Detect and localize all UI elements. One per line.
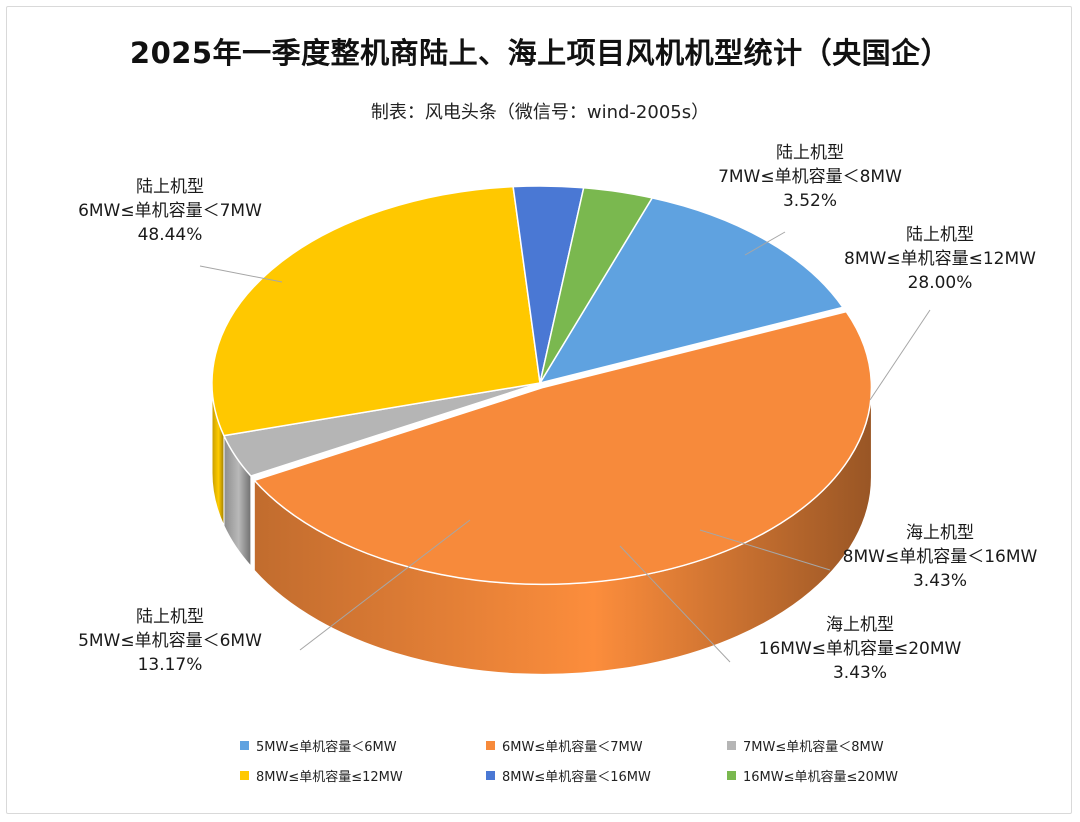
data-label-5-line-2: 3.43% xyxy=(833,663,887,683)
legend-item-2: 7MW≤单机容量＜8MW xyxy=(727,736,884,755)
data-label-1-line-1: 6MW≤单机容量＜7MW xyxy=(78,201,262,221)
legend-label-4: 8MW≤单机容量＜16MW xyxy=(502,770,651,785)
data-label-0-line-0: 陆上机型 xyxy=(136,607,204,627)
legend-label-3: 8MW≤单机容量≤12MW xyxy=(256,770,403,785)
legend-item-1: 6MW≤单机容量＜7MW xyxy=(486,736,643,755)
data-label-2-line-0: 陆上机型 xyxy=(776,143,844,163)
legend-item-4: 8MW≤单机容量＜16MW xyxy=(486,766,651,785)
legend-label-5: 16MW≤单机容量≤20MW xyxy=(743,770,899,785)
data-label-1-line-0: 陆上机型 xyxy=(136,177,204,197)
legend-swatch-4 xyxy=(486,771,495,780)
legend-swatch-2 xyxy=(727,741,736,750)
leader-line-5 xyxy=(619,545,731,663)
leader-line-2 xyxy=(744,231,786,256)
data-label-4-line-1: 8MW≤单机容量＜16MW xyxy=(843,547,1038,567)
data-label-0-line-2: 13.17% xyxy=(138,655,203,675)
legend-swatch-1 xyxy=(486,741,495,750)
leader-lines xyxy=(199,231,931,663)
pie-slice-0 xyxy=(538,197,845,385)
pie-slice-3 xyxy=(211,185,541,437)
legend-label-1: 6MW≤单机容量＜7MW xyxy=(502,740,643,755)
chart-frame xyxy=(6,6,1072,814)
data-label-4-line-0: 海上机型 xyxy=(906,523,974,543)
leader-line-0 xyxy=(299,519,471,651)
data-label-1-line-2: 48.44% xyxy=(138,225,203,245)
pie-tops xyxy=(211,185,873,586)
data-label-5-line-0: 海上机型 xyxy=(826,615,894,635)
data-label-3-line-0: 陆上机型 xyxy=(906,225,974,245)
data-label-0-line-1: 5MW≤单机容量＜6MW xyxy=(78,631,262,651)
data-label-3-line-1: 8MW≤单机容量≤12MW xyxy=(844,249,1036,269)
legend-label-2: 7MW≤单机容量＜8MW xyxy=(743,740,884,755)
leader-line-4 xyxy=(699,529,831,571)
legend-swatch-0 xyxy=(240,741,249,750)
data-labels: 陆上机型 5MW≤单机容量＜6MW 13.17% 陆上机型 6MW≤单机容量＜7MW 48… xyxy=(78,143,1037,683)
legend-label-0: 5MW≤单机容量＜6MW xyxy=(256,740,397,755)
legend-swatch-3 xyxy=(240,771,249,780)
chart-subtitle: 制表：风电头条（微信号：wind-2005s） xyxy=(370,102,710,123)
legend-item-3: 8MW≤单机容量≤12MW xyxy=(240,766,403,785)
leader-line-3 xyxy=(869,309,931,401)
pie-slice-5 xyxy=(539,186,654,384)
data-label-3-line-2: 28.00% xyxy=(908,273,973,293)
data-label-2-line-2: 3.52% xyxy=(783,191,837,211)
data-label-2-line-1: 7MW≤单机容量＜8MW xyxy=(718,167,902,187)
chart-title: 2025年一季度整机商陆上、海上项目风机机型统计（央国企） xyxy=(129,36,951,70)
pie-slice-1 xyxy=(252,310,873,586)
legend-item-0: 5MW≤单机容量＜6MW xyxy=(240,736,397,755)
legend-item-5: 16MW≤单机容量≤20MW xyxy=(727,766,898,785)
leader-line-1 xyxy=(199,265,283,283)
data-label-4-line-2: 3.43% xyxy=(913,571,967,591)
data-label-5-line-1: 16MW≤单机容量≤20MW xyxy=(759,639,962,659)
legend-swatch-5 xyxy=(727,771,736,780)
